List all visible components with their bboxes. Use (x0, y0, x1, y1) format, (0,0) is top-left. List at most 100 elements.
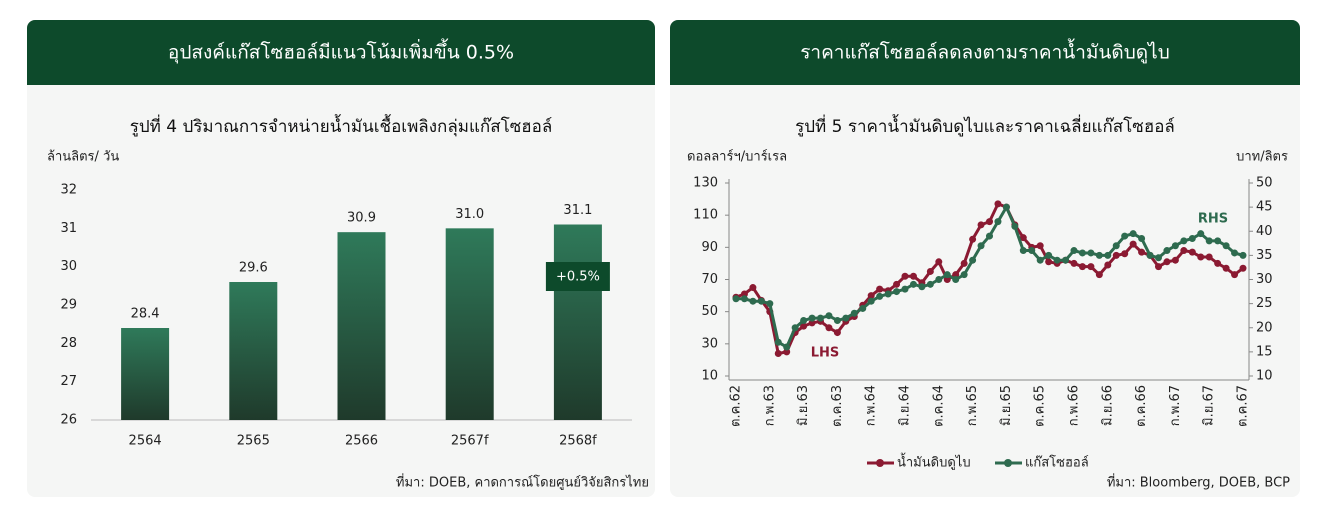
point (859, 304, 867, 312)
point (901, 272, 909, 280)
y-tick-label: 90 (701, 240, 718, 255)
bar (553, 224, 602, 420)
point (909, 272, 917, 280)
y2-tick-label: 25 (1256, 296, 1273, 311)
x-tick-label: ต.ค.66 (1134, 385, 1149, 427)
point (774, 338, 782, 346)
point (732, 295, 740, 303)
x-tick-label: ก.พ.66 (1067, 385, 1082, 426)
point (1121, 250, 1129, 258)
point (1104, 251, 1112, 259)
annotation: RHS (1198, 212, 1228, 227)
point (943, 276, 951, 283)
point (893, 280, 901, 288)
point (842, 314, 850, 322)
point (783, 348, 791, 356)
point (960, 259, 968, 267)
value-label: 31.1 (563, 203, 592, 218)
point (1180, 247, 1188, 255)
point (1138, 234, 1146, 242)
point (766, 300, 774, 308)
point (1180, 237, 1188, 245)
point (994, 218, 1002, 226)
point (876, 292, 884, 300)
y-tick-label: 70 (701, 272, 718, 287)
point (943, 271, 951, 279)
y2-axis-label: บาท/ลิตร (1236, 150, 1288, 165)
y-tick-label: 130 (693, 176, 718, 191)
point (783, 343, 791, 351)
annotation-box (545, 262, 610, 291)
annotation: LHS (811, 346, 840, 361)
x-tick-label: 2567f (451, 434, 489, 449)
point (740, 290, 748, 298)
point (1231, 249, 1239, 257)
point (1112, 242, 1120, 250)
point (800, 317, 808, 325)
point (1138, 248, 1146, 256)
panel-header (27, 20, 655, 85)
point (1129, 230, 1137, 238)
point (1095, 251, 1103, 259)
point (1070, 247, 1078, 255)
point (1036, 256, 1044, 264)
point (952, 276, 960, 283)
point (1171, 242, 1179, 250)
point (825, 324, 833, 332)
point (800, 322, 808, 330)
point (1045, 251, 1053, 259)
point (1019, 247, 1027, 255)
point (1129, 240, 1137, 248)
header-title: อุปสงค์แก๊สโซฮอล์มีแนวโน้มเพิ่มขึ้น 0.5% (168, 39, 514, 65)
point (926, 267, 934, 275)
point (1171, 256, 1179, 264)
y-axis-label: ดอลลาร์ฯ/บาร์เรล (687, 149, 787, 165)
legend-swatch (1004, 459, 1012, 467)
point (1188, 248, 1196, 256)
point (1002, 203, 1010, 211)
point (1239, 264, 1247, 272)
bar (337, 232, 386, 420)
point (749, 284, 757, 292)
point (833, 329, 841, 337)
chart-title: รูปที่ 4 ปริมาณการจำหน่ายน้ำมันเชื้อเพลิ… (130, 114, 553, 137)
point (1095, 271, 1103, 279)
point (1197, 253, 1205, 261)
y-tick-label: 28 (60, 336, 77, 351)
point (757, 297, 765, 305)
y-tick-label: 27 (60, 374, 77, 389)
point (977, 242, 985, 250)
point (774, 349, 782, 357)
y-axis-label: ล้านลิตร/ วัน (47, 150, 119, 165)
y-tick-label: 26 (60, 413, 77, 428)
chart-title: รูปที่ 5 ราคาน้ำมันดิบดูไบและราคาเฉลี่ยแ… (795, 114, 1175, 137)
y-tick-label: 10 (701, 369, 718, 384)
point (1045, 258, 1053, 266)
panel (670, 20, 1300, 497)
point (1163, 247, 1171, 255)
value-label: 31.0 (455, 207, 484, 222)
point (893, 288, 901, 296)
x-tick-label: ต.ค.62 (729, 385, 744, 427)
point (1070, 259, 1078, 267)
x-tick-label: มิ.ย.66 (1100, 385, 1115, 426)
point (952, 271, 960, 279)
x-tick-label: มิ.ย.63 (796, 385, 811, 426)
x-tick-label: 2566 (345, 434, 378, 449)
y2-tick-label: 15 (1256, 344, 1273, 359)
point (994, 200, 1002, 208)
x-tick-label: ก.พ.65 (965, 385, 980, 426)
y2-tick-label: 20 (1256, 320, 1273, 335)
point (1011, 222, 1019, 230)
value-label: 30.9 (347, 211, 376, 226)
point (1163, 258, 1171, 266)
point (1087, 263, 1095, 271)
x-tick-label: ก.พ.64 (864, 385, 879, 426)
value-label: 29.6 (239, 261, 268, 276)
x-tick-label: 2564 (129, 434, 162, 449)
y-tick-label: 110 (693, 208, 718, 223)
x-tick-label: ต.ค.65 (1033, 385, 1048, 427)
y2-tick-label: 50 (1256, 176, 1273, 191)
